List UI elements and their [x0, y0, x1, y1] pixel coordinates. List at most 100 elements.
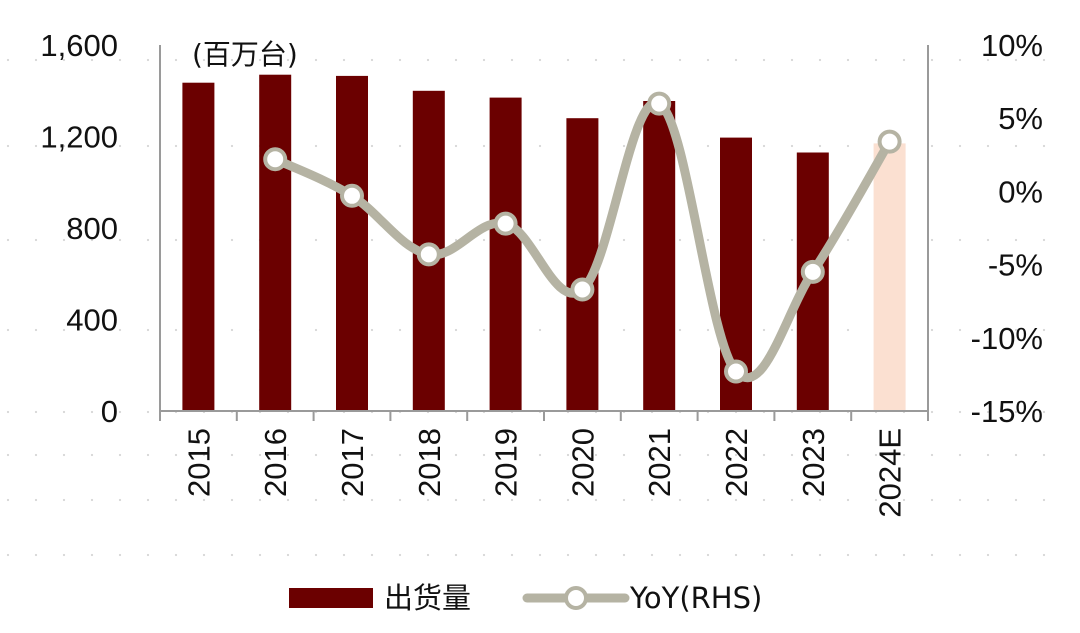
bg-dot [538, 238, 542, 242]
bg-dot [846, 453, 850, 457]
bg-dot [566, 58, 570, 62]
bg-dot [986, 453, 990, 457]
bg-dot [146, 144, 150, 148]
left-axis-ticks: 0 400 800 1,200 1,600 [40, 28, 118, 429]
bg-dot [986, 410, 990, 414]
bg-dot [34, 238, 38, 242]
bg-dot [426, 58, 430, 62]
bg-dot [706, 144, 710, 148]
bg-dot [314, 553, 318, 557]
bg-dot [118, 410, 122, 414]
bg-dot [258, 498, 262, 502]
legend-label-yoy: YoY(RHS) [629, 581, 762, 615]
bg-dot [958, 553, 962, 557]
bg-dot [34, 328, 38, 332]
x-tick-label-2017: 2017 [335, 428, 370, 497]
bg-dot [370, 144, 374, 148]
yoy-point-2020 [570, 277, 595, 302]
bg-dot [230, 553, 234, 557]
bg-dot [678, 238, 682, 242]
bg-dot [482, 553, 486, 557]
bg-dot [118, 238, 122, 242]
bg-dot [118, 553, 122, 557]
bg-dot [146, 410, 150, 414]
bg-dot [818, 144, 822, 148]
bg-dot [594, 498, 598, 502]
bg-dot [426, 498, 430, 502]
bg-dot [230, 58, 234, 62]
bg-dot [958, 410, 962, 414]
bg-dot [286, 498, 290, 502]
bg-dot [538, 328, 542, 332]
x-tick-label-2019: 2019 [489, 428, 524, 497]
x-tick-label-2018: 2018 [412, 428, 447, 497]
bg-dot [90, 498, 94, 502]
bg-dot [846, 328, 850, 332]
bg-dot [986, 328, 990, 332]
unit-label: (百万台) [192, 38, 298, 71]
bg-dot [90, 144, 94, 148]
bg-dot [454, 58, 458, 62]
bg-dot [118, 453, 122, 457]
bg-dot [146, 58, 150, 62]
bg-dot [90, 553, 94, 557]
bg-dot [202, 453, 206, 457]
bg-dot [790, 498, 794, 502]
bg-dot [342, 498, 346, 502]
bg-dot [594, 58, 598, 62]
bg-dot [34, 144, 38, 148]
left-tick-label: 800 [66, 211, 118, 246]
bg-dot [1042, 453, 1046, 457]
bg-dot [1014, 328, 1018, 332]
bg-dot [146, 328, 150, 332]
bg-dot [202, 553, 206, 557]
bg-dot [1042, 144, 1046, 148]
bg-dot [230, 144, 234, 148]
bg-dot [146, 238, 150, 242]
bg-dot [734, 58, 738, 62]
left-tick-label: 1,600 [40, 28, 118, 63]
yoy-point-2021 [647, 91, 672, 116]
x-axis-ticks: 2015 2016 2017 2018 2019 2020 2021 2022 2023 2024… [181, 428, 907, 518]
bg-dot [762, 553, 766, 557]
bg-dot [1042, 58, 1046, 62]
bg-dot [230, 238, 234, 242]
bg-dot [286, 453, 290, 457]
bg-dot [930, 553, 934, 557]
bg-dot [678, 453, 682, 457]
bg-dot [678, 58, 682, 62]
bg-dot [342, 58, 346, 62]
bg-dot [314, 58, 318, 62]
bg-dot [1042, 328, 1046, 332]
bg-dot [1014, 410, 1018, 414]
bg-dot [706, 58, 710, 62]
bg-dot [622, 328, 626, 332]
bg-dot [622, 238, 626, 242]
bg-dot [6, 498, 10, 502]
bg-dot [762, 453, 766, 457]
bg-dot [286, 553, 290, 557]
bg-dot [650, 553, 654, 557]
bg-dot [762, 58, 766, 62]
bg-dot [930, 453, 934, 457]
bg-dot [174, 238, 178, 242]
bg-dot [482, 328, 486, 332]
bg-dot [90, 328, 94, 332]
bg-dot [62, 553, 66, 557]
bg-dot [314, 238, 318, 242]
bg-dot [678, 498, 682, 502]
legend: 出货量 YoY(RHS) [289, 581, 762, 615]
bg-dot [482, 453, 486, 457]
bg-dot [846, 58, 850, 62]
bg-dot [398, 453, 402, 457]
bg-dot [958, 328, 962, 332]
bg-dot [258, 58, 262, 62]
bg-dot [258, 453, 262, 457]
bar-2019 [489, 97, 522, 411]
bg-dot [958, 238, 962, 242]
bg-dot [62, 453, 66, 457]
yoy-point-2018 [416, 242, 441, 267]
bar-2021 [643, 101, 676, 411]
yoy-point-2022 [724, 359, 748, 384]
x-tick-label-2021: 2021 [642, 428, 677, 497]
